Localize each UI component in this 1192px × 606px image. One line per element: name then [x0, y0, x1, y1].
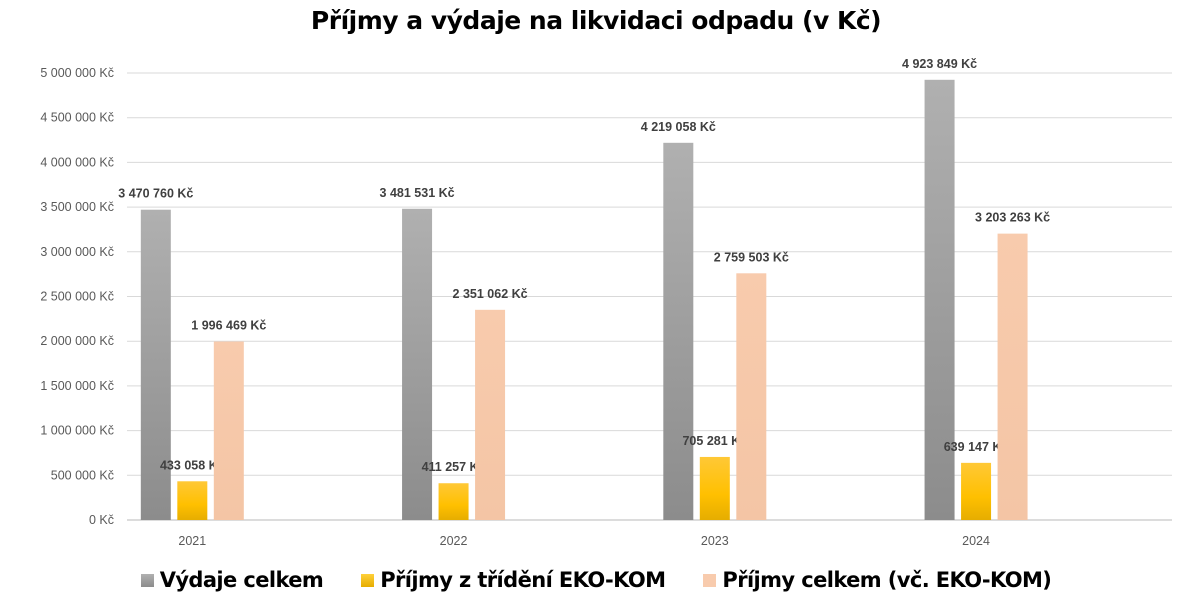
- bar-2021-series-0: [140, 209, 171, 520]
- legend-swatch: [361, 573, 375, 587]
- legend-swatch: [703, 573, 717, 587]
- data-label: 3 470 760 Kč: [118, 187, 193, 201]
- bar-2023-series-1: [699, 456, 730, 520]
- data-label: 3 481 531 Kč: [380, 186, 455, 200]
- bar-2023-series-2: [736, 273, 767, 520]
- bar-2021-series-1: [177, 481, 208, 520]
- y-tick-label: 3 500 000 Kč: [40, 200, 114, 214]
- y-tick-label: 3 000 000 Kč: [40, 245, 114, 259]
- data-label: 705 281 Kč: [682, 434, 747, 448]
- y-tick-label: 5 000 000 Kč: [40, 66, 114, 80]
- bar-2021-series-2: [213, 341, 244, 520]
- y-tick-label: 2 500 000 Kč: [40, 290, 114, 304]
- y-tick-label: 500 000 Kč: [51, 468, 114, 482]
- y-tick-label: 1 500 000 Kč: [40, 379, 114, 393]
- legend-swatch: [140, 573, 154, 587]
- y-tick-label: 0 Kč: [89, 513, 114, 527]
- data-label: 411 257 Kč: [422, 460, 486, 474]
- data-label: 433 058 Kč: [160, 458, 225, 472]
- legend-item: Příjmy celkem (vč. EKO-KOM): [703, 568, 1052, 592]
- data-label: 1 996 469 Kč: [191, 319, 266, 333]
- x-tick-label: 2024: [962, 534, 990, 548]
- chart-title: Příjmy a výdaje na likvidaci odpadu (v K…: [310, 6, 882, 35]
- data-label: 2 759 503 Kč: [714, 250, 789, 264]
- legend: Výdaje celkem Příjmy z třídění EKO-KOM Pří…: [0, 568, 1192, 592]
- data-label: 3 203 263 Kč: [975, 211, 1050, 225]
- bar-2022-series-1: [438, 483, 469, 520]
- legend-label: Výdaje celkem: [159, 568, 324, 592]
- y-tick-label: 1 000 000 Kč: [40, 424, 114, 438]
- bar-2024-series-1: [961, 462, 992, 520]
- legend-item: Výdaje celkem: [140, 568, 324, 592]
- data-label: 639 147 Kč: [944, 440, 1009, 454]
- bar-2022-series-2: [475, 309, 506, 520]
- y-tick-label: 4 500 000 Kč: [40, 111, 114, 125]
- x-tick-label: 2021: [178, 534, 206, 548]
- y-tick-label: 2 000 000 Kč: [40, 334, 114, 348]
- bar-2024-series-2: [997, 233, 1028, 520]
- x-tick-label: 2023: [701, 534, 729, 548]
- y-tick-label: 4 000 000 Kč: [40, 155, 114, 169]
- legend-label: Příjmy celkem (vč. EKO-KOM): [722, 568, 1052, 592]
- data-label: 2 351 062 Kč: [453, 287, 528, 301]
- bar-2022-series-0: [402, 208, 433, 520]
- x-tick-label: 2022: [440, 534, 468, 548]
- bar-2024-series-0: [924, 79, 955, 521]
- bar-2023-series-0: [663, 142, 694, 520]
- legend-label: Příjmy z třídění EKO-KOM: [380, 568, 666, 592]
- data-label: 4 923 849 Kč: [902, 57, 977, 71]
- data-label: 4 219 058 Kč: [641, 120, 716, 134]
- legend-item: Příjmy z třídění EKO-KOM: [361, 568, 666, 592]
